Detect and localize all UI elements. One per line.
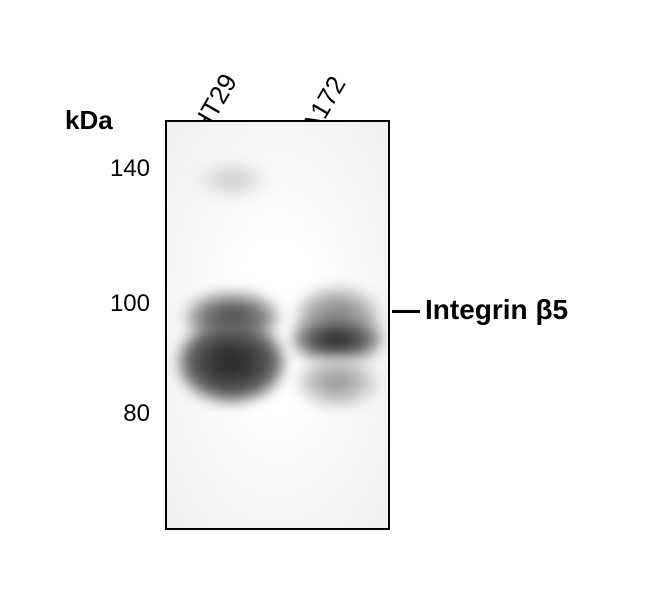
- annotation-indicator-line: [392, 310, 420, 313]
- protein-label-suffix: 5: [553, 294, 569, 325]
- band-lane1-main: [179, 322, 284, 402]
- mw-marker-140: 140: [100, 155, 150, 183]
- band-lane2-lower: [297, 357, 377, 407]
- protein-label-prefix: Integrin: [425, 294, 535, 325]
- mw-marker-80: 80: [100, 400, 150, 428]
- blot-membrane: [165, 120, 390, 530]
- protein-label-greek: β: [535, 294, 552, 325]
- figure-container: kDa 140 100 80 HT29 A172 Integrin β5: [0, 0, 650, 590]
- mw-marker-100: 100: [100, 290, 150, 318]
- axis-unit-label: kDa: [65, 105, 113, 136]
- band-lane1-faint: [197, 162, 267, 197]
- band-lane2-main: [292, 317, 382, 362]
- protein-annotation-label: Integrin β5: [425, 294, 568, 326]
